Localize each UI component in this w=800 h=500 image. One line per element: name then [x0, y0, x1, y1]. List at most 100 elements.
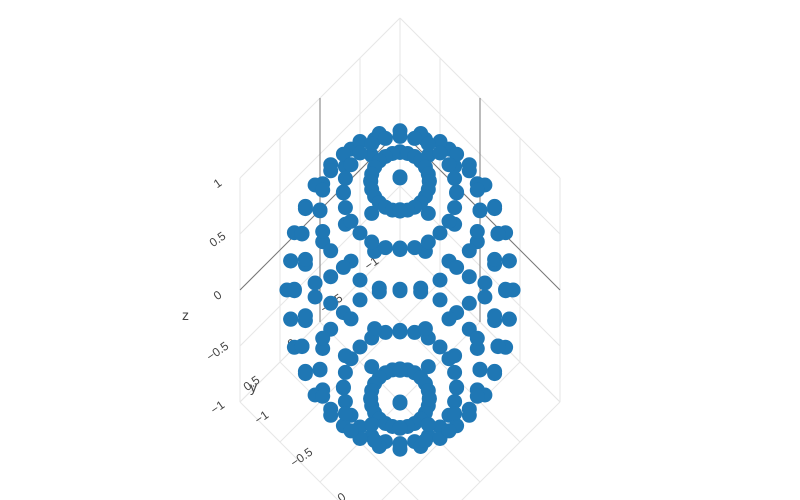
data-point: [283, 311, 299, 327]
data-point: [421, 391, 437, 407]
data-point: [501, 311, 517, 327]
data-point: [447, 348, 463, 364]
data-point: [364, 205, 380, 221]
z-axis-title: z: [182, 307, 189, 323]
data-point: [447, 200, 463, 216]
data-point: [352, 134, 368, 149]
data-point: [447, 364, 463, 380]
data-point: [297, 366, 313, 382]
data-point: [413, 280, 429, 296]
data-point: [392, 170, 408, 186]
data-point: [447, 394, 463, 410]
data-point: [472, 203, 488, 219]
data-point: [337, 200, 353, 216]
data-point: [487, 201, 503, 217]
data-point: [392, 242, 408, 258]
data-point: [487, 308, 503, 324]
data-point: [392, 420, 408, 436]
data-point: [392, 128, 408, 144]
data-point: [469, 388, 485, 404]
data-point: [307, 289, 323, 305]
z-tick-label: −1: [208, 397, 228, 417]
data-points: [279, 123, 521, 457]
data-point: [294, 226, 310, 242]
data-point: [352, 292, 368, 308]
data-point: [364, 136, 380, 152]
data-point: [447, 170, 463, 186]
data-point: [392, 436, 408, 452]
data-point: [417, 321, 433, 337]
data-point: [335, 185, 351, 201]
data-point: [286, 281, 302, 297]
x-tick-label: 0: [335, 489, 349, 500]
data-point: [315, 182, 331, 198]
data-point: [449, 380, 465, 396]
data-point: [392, 324, 408, 340]
data-point: [323, 163, 339, 179]
y-axis-title: y: [250, 379, 257, 395]
data-point: [315, 224, 331, 239]
x-tick-label: −0.5: [288, 445, 316, 470]
data-point: [297, 308, 313, 324]
data-point: [432, 145, 448, 161]
data-point: [367, 321, 383, 337]
data-point: [352, 339, 368, 355]
data-point: [297, 201, 313, 217]
z-tick-label: 1: [211, 175, 225, 190]
data-point: [323, 295, 339, 311]
data-point: [501, 253, 517, 269]
data-point: [477, 275, 493, 291]
data-point: [461, 269, 477, 285]
gridline: [239, 401, 339, 500]
data-point: [417, 433, 433, 449]
data-point: [377, 130, 393, 146]
data-point: [337, 364, 353, 380]
data-point: [392, 395, 408, 411]
data-point: [490, 226, 506, 242]
data-point: [364, 417, 380, 432]
data-point: [477, 289, 493, 305]
data-point: [420, 234, 436, 250]
data-point: [487, 366, 503, 382]
data-point: [364, 234, 380, 250]
data-point: [343, 423, 359, 439]
data-point: [343, 157, 359, 173]
data-point: [472, 362, 488, 378]
data-point: [461, 243, 477, 259]
data-point: [487, 251, 503, 267]
data-point: [337, 406, 353, 422]
data-point: [449, 146, 465, 162]
data-point: [441, 157, 457, 173]
data-point: [498, 281, 514, 297]
data-point: [392, 203, 408, 219]
z-tick-label: 0: [211, 287, 225, 302]
data-point: [392, 283, 408, 299]
data-point: [352, 272, 368, 288]
data-point: [364, 359, 380, 375]
data-point: [432, 134, 448, 149]
x-tick-label: −1: [252, 407, 272, 427]
data-point: [352, 225, 368, 241]
data-point: [377, 240, 393, 256]
data-point: [461, 295, 477, 311]
data-point: [441, 213, 457, 229]
data-point: [432, 292, 448, 308]
data-point: [392, 362, 408, 378]
data-point: [461, 163, 477, 179]
data-point: [315, 388, 331, 404]
data-point: [352, 145, 368, 161]
data-point: [420, 417, 436, 432]
data-point: [469, 330, 485, 346]
data-point: [367, 433, 383, 449]
data-point: [335, 146, 351, 162]
data-point: [432, 225, 448, 241]
data-point: [420, 359, 436, 375]
data-point: [294, 339, 310, 355]
data-point: [337, 394, 353, 410]
data-point: [315, 330, 331, 346]
data-point: [371, 280, 387, 296]
data-point: [469, 224, 485, 239]
data-point: [461, 407, 477, 423]
data-point: [441, 311, 457, 327]
